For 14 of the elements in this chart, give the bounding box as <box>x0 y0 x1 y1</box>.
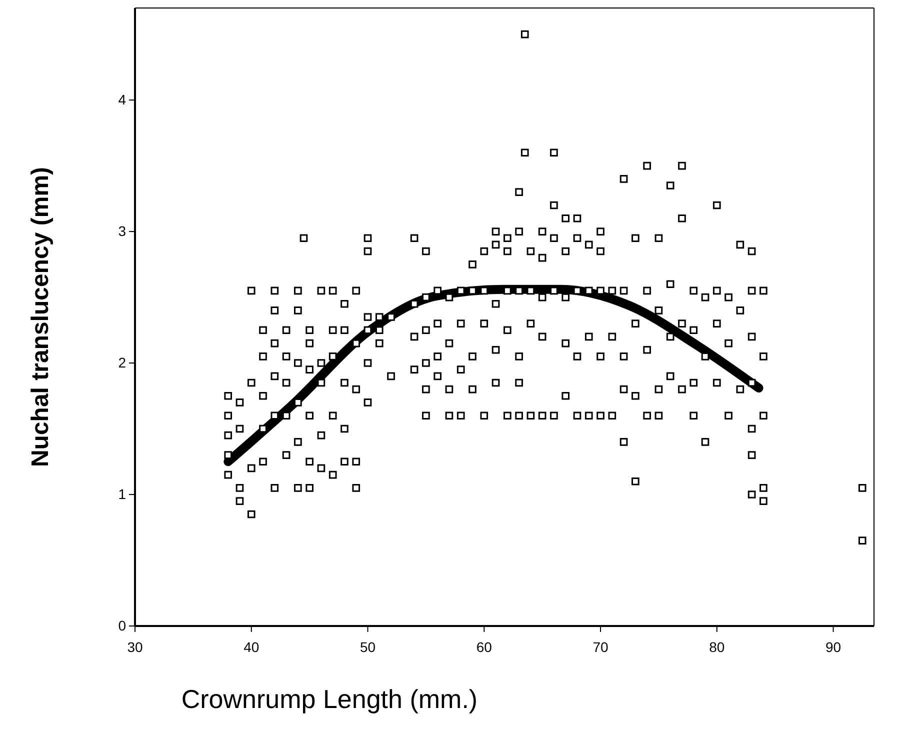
x-tick-label: 60 <box>476 638 492 655</box>
x-tick-label: 30 <box>127 638 143 655</box>
x-tick-label: 90 <box>825 638 842 655</box>
y-tick-label: 3 <box>118 223 126 240</box>
y-tick-label: 4 <box>118 92 126 108</box>
y-tick-label: 0 <box>118 617 126 634</box>
y-tick-label: 1 <box>118 486 126 502</box>
x-axis-title: Crownrump Length (mm.) <box>181 684 478 714</box>
y-tick-label: 2 <box>118 354 126 370</box>
x-tick-label: 70 <box>592 638 609 655</box>
x-tick-label: 80 <box>709 638 725 655</box>
x-tick-label: 50 <box>360 638 376 655</box>
y-axis-title: Nuchal translucency (mm) <box>27 166 54 468</box>
x-tick-label: 40 <box>244 638 260 655</box>
